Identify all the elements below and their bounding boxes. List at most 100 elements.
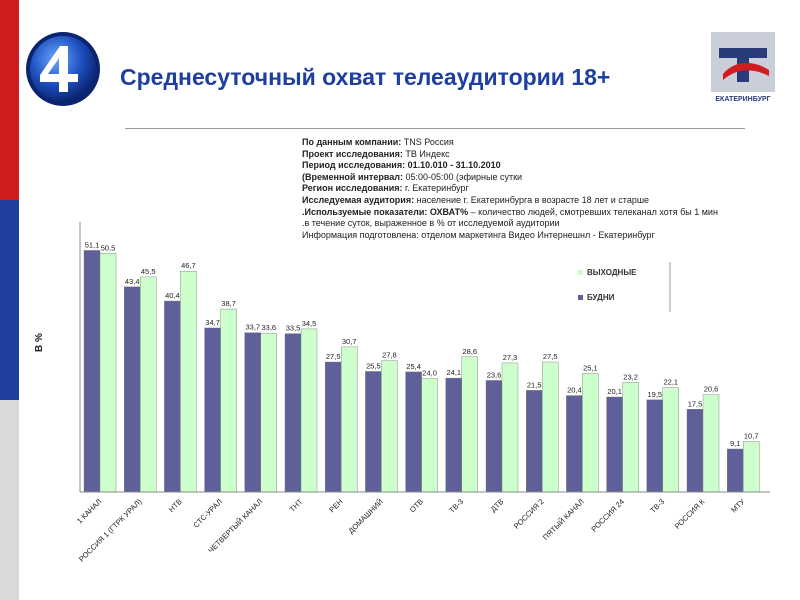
category-label: РЕН bbox=[327, 497, 344, 514]
category-label: МТУ bbox=[729, 497, 747, 515]
channel-4-logo-icon bbox=[26, 32, 100, 106]
bar-weekday bbox=[365, 371, 382, 493]
bar-weekend bbox=[582, 373, 599, 493]
bar-weekday bbox=[83, 250, 101, 493]
data-label: 17,5 bbox=[688, 399, 703, 408]
legend-label: БУДНИ bbox=[587, 293, 615, 302]
data-label: 33,5 bbox=[286, 324, 301, 333]
bar-weekday bbox=[485, 380, 503, 493]
bar-weekend bbox=[341, 346, 358, 493]
bar-weekday bbox=[686, 409, 704, 493]
data-label: 43,4 bbox=[125, 277, 140, 286]
bar-weekend bbox=[743, 441, 760, 493]
data-label: 9,1 bbox=[730, 439, 740, 448]
info-interval: (Временной интервал: 05:00-05:00 (эфирны… bbox=[302, 171, 523, 182]
bar-weekend bbox=[421, 378, 438, 493]
bar-weekend bbox=[501, 362, 519, 493]
data-label: 20,6 bbox=[704, 385, 719, 394]
bar-weekend bbox=[220, 308, 237, 493]
flag-white-stripe bbox=[0, 400, 19, 600]
legend-swatch bbox=[578, 270, 583, 275]
data-label: 27,3 bbox=[503, 353, 518, 362]
legend-label: ВЫХОДНЫЕ bbox=[587, 268, 637, 277]
data-label: 20,4 bbox=[567, 386, 582, 395]
data-label: 27,5 bbox=[543, 352, 558, 361]
data-label: 24,0 bbox=[422, 369, 437, 378]
bar-weekend bbox=[381, 360, 398, 493]
bar-weekend bbox=[461, 356, 478, 493]
bar-weekend bbox=[542, 361, 559, 493]
bar-weekend bbox=[300, 328, 318, 493]
category-label: ДОМАШНИЙ bbox=[346, 497, 384, 535]
legend-swatch bbox=[578, 295, 583, 300]
bar-weekday bbox=[727, 448, 744, 493]
category-label: РОССИЯ 24 bbox=[589, 497, 626, 534]
info-indicators: .Используемые показатели: ОХВАТ% – колич… bbox=[302, 206, 718, 217]
category-label: НТВ bbox=[167, 497, 184, 514]
category-label: ТНТ bbox=[288, 497, 305, 514]
data-label: 27,5 bbox=[326, 352, 341, 361]
bar-weekday bbox=[445, 377, 462, 493]
bar-weekday bbox=[325, 361, 342, 493]
bar-weekday bbox=[606, 396, 623, 493]
info-audience: Исследуемая аудитория: население г. Екат… bbox=[302, 194, 650, 205]
data-label: 23,2 bbox=[623, 372, 638, 381]
category-label: ОТВ bbox=[408, 497, 425, 514]
bar-weekday bbox=[204, 327, 221, 493]
info-project: Проект исследования: ТВ Индекс bbox=[302, 148, 450, 159]
data-label: 25,4 bbox=[406, 362, 421, 371]
data-label: 22,1 bbox=[663, 378, 678, 387]
data-label: 33,6 bbox=[261, 323, 276, 332]
flag-blue-stripe bbox=[0, 200, 19, 400]
category-label: 1 КАНАЛ bbox=[75, 497, 103, 525]
survey-info: По данным компании: TNS Россия Проект ис… bbox=[302, 137, 718, 241]
info-indicators-cont: .в течение суток, выраженное в % от иссл… bbox=[302, 218, 560, 229]
info-period: Период исследования: 01.10.010 - 31.10.2… bbox=[302, 160, 501, 171]
header-divider bbox=[125, 128, 745, 129]
data-label: 38,7 bbox=[221, 299, 236, 308]
bar-weekday bbox=[244, 332, 262, 493]
category-label: ПЯТЫЙ КАНАЛ bbox=[541, 497, 586, 542]
bar-weekend bbox=[139, 276, 157, 493]
info-region: Регион исследования: г. Екатеринбург bbox=[302, 183, 469, 194]
bar-weekday bbox=[284, 333, 302, 493]
bar-weekend bbox=[622, 382, 639, 493]
bar-weekday bbox=[405, 371, 422, 493]
category-label: ТВ-3 bbox=[447, 497, 465, 515]
data-label: 33,7 bbox=[245, 323, 260, 332]
category-label: СТС-УРАЛ bbox=[191, 497, 224, 530]
bar-weekend bbox=[99, 253, 117, 493]
bar-weekend bbox=[260, 332, 277, 493]
bar-weekday bbox=[566, 395, 583, 493]
data-label: 24,1 bbox=[446, 368, 461, 377]
bar-weekend bbox=[702, 394, 720, 493]
company-logo-icon bbox=[711, 32, 775, 92]
data-label: 51,1 bbox=[85, 240, 100, 249]
bar-weekday bbox=[164, 300, 181, 493]
data-label: 45,5 bbox=[141, 267, 156, 276]
flag-red-stripe bbox=[0, 0, 19, 200]
bar-weekday bbox=[646, 399, 663, 493]
data-label: 27,8 bbox=[382, 351, 397, 360]
category-label: РОССИЯ 2 bbox=[512, 497, 546, 531]
data-label: 25,1 bbox=[583, 363, 598, 372]
data-label: 20,1 bbox=[607, 387, 622, 396]
company-logo-text: ЕКАТЕРИНБУРГ bbox=[715, 96, 771, 103]
info-company: По данным компании: TNS Россия bbox=[302, 137, 454, 147]
bar-weekday bbox=[123, 286, 141, 493]
data-label: 28,6 bbox=[462, 347, 477, 356]
data-label: 23,6 bbox=[487, 370, 502, 379]
category-label: ТВ-3 bbox=[648, 497, 666, 515]
data-label: 50,5 bbox=[101, 243, 116, 252]
data-label: 40,4 bbox=[165, 291, 180, 300]
category-label: РОССИЯ К bbox=[673, 497, 707, 531]
data-label: 46,7 bbox=[181, 261, 196, 270]
data-label: 30,7 bbox=[342, 337, 357, 346]
data-label: 25,5 bbox=[366, 361, 381, 370]
data-label: 19,5 bbox=[647, 390, 662, 399]
category-label: ДТВ bbox=[489, 497, 506, 514]
bar-weekday bbox=[526, 390, 543, 493]
data-label: 34,5 bbox=[302, 319, 317, 328]
data-label: 10,7 bbox=[744, 431, 759, 440]
